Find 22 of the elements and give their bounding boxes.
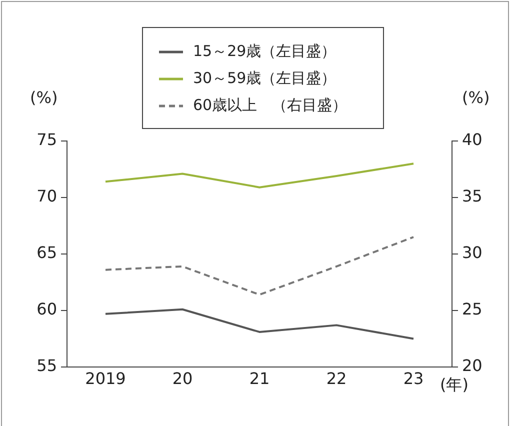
- y-tick-label: 65: [36, 243, 57, 262]
- x-tick-label: 21: [249, 368, 270, 388]
- y2-tick-label: 40: [462, 130, 482, 150]
- y2-tick-label: 30: [462, 243, 482, 262]
- x-tick-label: 23: [403, 368, 424, 388]
- x-tick-label: 22: [326, 368, 347, 388]
- x-axis-title: (年): [440, 375, 468, 396]
- legend-label: 30～59歳（左目盛）: [193, 69, 336, 88]
- y2-tick-label: 25: [462, 300, 482, 319]
- x-tick-label: 2019: [85, 368, 126, 388]
- y2-tick-label: 20: [462, 356, 482, 376]
- y-axis-title: (%): [30, 88, 58, 107]
- legend-label: 15～29歳（左目盛）: [193, 42, 336, 61]
- legend-label: 60歳以上 （右目盛）: [193, 96, 348, 115]
- y2-axis-title: (%): [462, 88, 490, 107]
- y-tick-label: 60: [36, 300, 57, 319]
- line-series: [104, 236, 414, 296]
- y2-tick-label: 35: [462, 186, 482, 206]
- y-tick-label: 70: [36, 186, 57, 206]
- x-tick-label: 20: [172, 368, 193, 388]
- y-tick-label: 75: [36, 130, 57, 150]
- y-tick-label: 55: [36, 356, 57, 376]
